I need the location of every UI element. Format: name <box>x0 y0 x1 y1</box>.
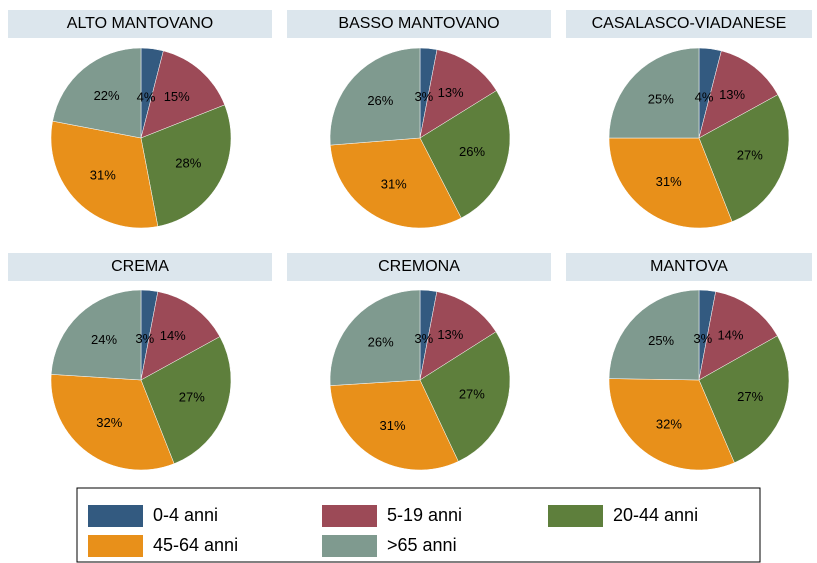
slice-label: 32% <box>656 416 682 431</box>
slice-label: 25% <box>648 333 674 348</box>
slice-label: 31% <box>656 174 682 189</box>
pie-slice <box>330 137 462 229</box>
slice-label: 3% <box>135 331 154 346</box>
slice-label: 27% <box>737 148 763 163</box>
title-bar <box>287 10 551 38</box>
slice-label: 3% <box>414 331 433 346</box>
pie-slice <box>419 291 497 381</box>
chart-title: ALTO MANTOVANO <box>67 15 213 32</box>
slice-label: 13% <box>719 87 745 102</box>
legend-swatch <box>322 505 377 527</box>
pie-slice <box>50 289 142 381</box>
pie-slice <box>52 47 142 139</box>
slice-label: 13% <box>437 327 463 342</box>
pie-slice <box>698 94 790 223</box>
pie-slice <box>698 50 779 139</box>
pie-slice <box>419 90 511 219</box>
chart-title: MANTOVA <box>650 258 728 275</box>
legend-swatch <box>322 535 377 557</box>
pie-slice <box>698 291 778 381</box>
pie-slice <box>329 47 421 146</box>
slice-label: 31% <box>379 418 405 433</box>
title-bar <box>566 10 812 38</box>
title-bar <box>8 10 272 38</box>
pie-slice <box>419 49 497 139</box>
slice-label: 14% <box>717 328 743 343</box>
slice-label: 31% <box>90 168 116 183</box>
slice-label: 25% <box>648 91 674 106</box>
legend-label: 20-44 anni <box>613 505 698 525</box>
slice-label: 15% <box>164 89 190 104</box>
slice-label: 14% <box>160 328 186 343</box>
legend-label: >65 anni <box>387 535 457 555</box>
title-bar <box>566 253 812 281</box>
slice-label: 3% <box>693 331 712 346</box>
slice-label: 32% <box>96 415 122 430</box>
pie-slice <box>140 336 232 465</box>
pie-slice <box>698 335 790 464</box>
slice-label: 27% <box>737 389 763 404</box>
legend-swatch <box>88 535 143 557</box>
slice-label: 26% <box>459 144 485 159</box>
pie-slice <box>140 104 232 227</box>
pie-slice <box>608 378 735 471</box>
slice-label: 13% <box>438 85 464 100</box>
pie-slice <box>329 379 459 471</box>
pie-slice <box>140 291 221 381</box>
legend-swatch <box>88 505 143 527</box>
chart-title: CREMA <box>111 258 169 275</box>
pie-slice <box>419 331 511 462</box>
legend-swatch <box>548 505 603 527</box>
slice-label: 31% <box>381 177 407 192</box>
legend-label: 0-4 anni <box>153 505 218 525</box>
slice-label: 27% <box>459 387 485 402</box>
slice-label: 27% <box>179 390 205 405</box>
legend-label: 5-19 anni <box>387 505 462 525</box>
chart-title: CASALASCO-VIADANESE <box>592 15 787 32</box>
slice-label: 24% <box>91 332 117 347</box>
chart-title: CREMONA <box>378 258 460 275</box>
pie-slice <box>608 289 700 381</box>
pie-slice <box>50 374 175 471</box>
slice-label: 26% <box>367 93 393 108</box>
chart-title: BASSO MANTOVANO <box>338 15 499 32</box>
legend-label: 45-64 anni <box>153 535 238 555</box>
slice-label: 28% <box>175 155 201 170</box>
legend-box <box>76 487 761 563</box>
slice-label: 4% <box>137 89 156 104</box>
pie-slice <box>329 289 421 386</box>
title-bar <box>8 253 272 281</box>
title-bar <box>287 253 551 281</box>
slice-label: 22% <box>94 88 120 103</box>
slice-label: 3% <box>414 89 433 104</box>
slice-label: 26% <box>368 334 394 349</box>
pie-slice <box>608 47 700 139</box>
pie-slice <box>140 50 226 139</box>
slice-label: 4% <box>695 89 714 104</box>
pie-slice <box>608 137 733 229</box>
pie-slice <box>50 120 159 229</box>
